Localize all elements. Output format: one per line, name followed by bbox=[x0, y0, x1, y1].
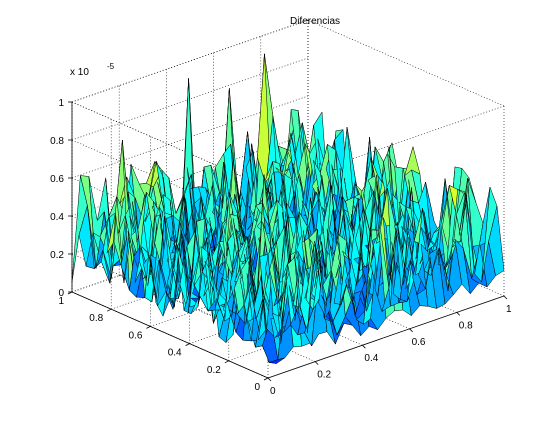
z-tick-label: 0.8 bbox=[50, 136, 64, 147]
surface-patch bbox=[488, 205, 505, 276]
surface bbox=[71, 53, 505, 364]
y-tick-label: 0 bbox=[254, 382, 260, 393]
x-tick-label: 0.2 bbox=[317, 370, 331, 381]
y-tick-label: 0.6 bbox=[128, 330, 142, 341]
y-tick-label: 1 bbox=[58, 296, 64, 307]
z-tick-label: 0.2 bbox=[50, 250, 64, 261]
x-axis-line bbox=[267, 295, 505, 379]
box-edge bbox=[307, 19, 505, 107]
x-tick-label: 1 bbox=[506, 304, 512, 315]
z-exponent: -5 bbox=[107, 62, 115, 71]
y-tick-mark bbox=[107, 308, 112, 312]
z-tick-label: 0.6 bbox=[50, 174, 64, 185]
x-tick-mark bbox=[503, 295, 508, 300]
tick-labels: 00.20.40.60.8100.20.40.60.8100.20.40.60.… bbox=[50, 98, 512, 397]
y-tick-label: 0.2 bbox=[207, 365, 221, 376]
x-tick-mark bbox=[362, 344, 366, 349]
x-tick-label: 0.8 bbox=[459, 320, 473, 331]
box-edge bbox=[71, 101, 269, 189]
y-tick-mark bbox=[185, 343, 190, 346]
box-edge bbox=[71, 19, 309, 103]
z-tick-label: 0.4 bbox=[50, 212, 64, 223]
y-tick-label: 0.4 bbox=[168, 348, 182, 359]
y-axis-line bbox=[71, 291, 269, 379]
x-tick-mark bbox=[267, 377, 272, 382]
grid-line bbox=[71, 101, 269, 189]
y-tick-label: 0.8 bbox=[89, 313, 103, 324]
y-tick-mark bbox=[224, 360, 229, 364]
x-tick-label: 0 bbox=[270, 386, 276, 397]
y-tick-mark bbox=[146, 326, 151, 329]
chart-title: Diferencias bbox=[290, 16, 340, 27]
grid-line bbox=[71, 19, 309, 103]
x-tick-mark bbox=[456, 312, 461, 316]
x-tick-label: 0.6 bbox=[412, 337, 426, 348]
x-tick-label: 0.4 bbox=[364, 353, 378, 364]
y-tick-mark bbox=[263, 377, 269, 381]
z-exponent-label: x 10 bbox=[70, 67, 89, 78]
z-tick-label: 0 bbox=[58, 288, 64, 299]
front-axes bbox=[67, 101, 508, 382]
z-tick-label: 1 bbox=[58, 98, 64, 109]
x-tick-mark bbox=[314, 361, 319, 365]
x-tick-mark bbox=[409, 328, 413, 333]
